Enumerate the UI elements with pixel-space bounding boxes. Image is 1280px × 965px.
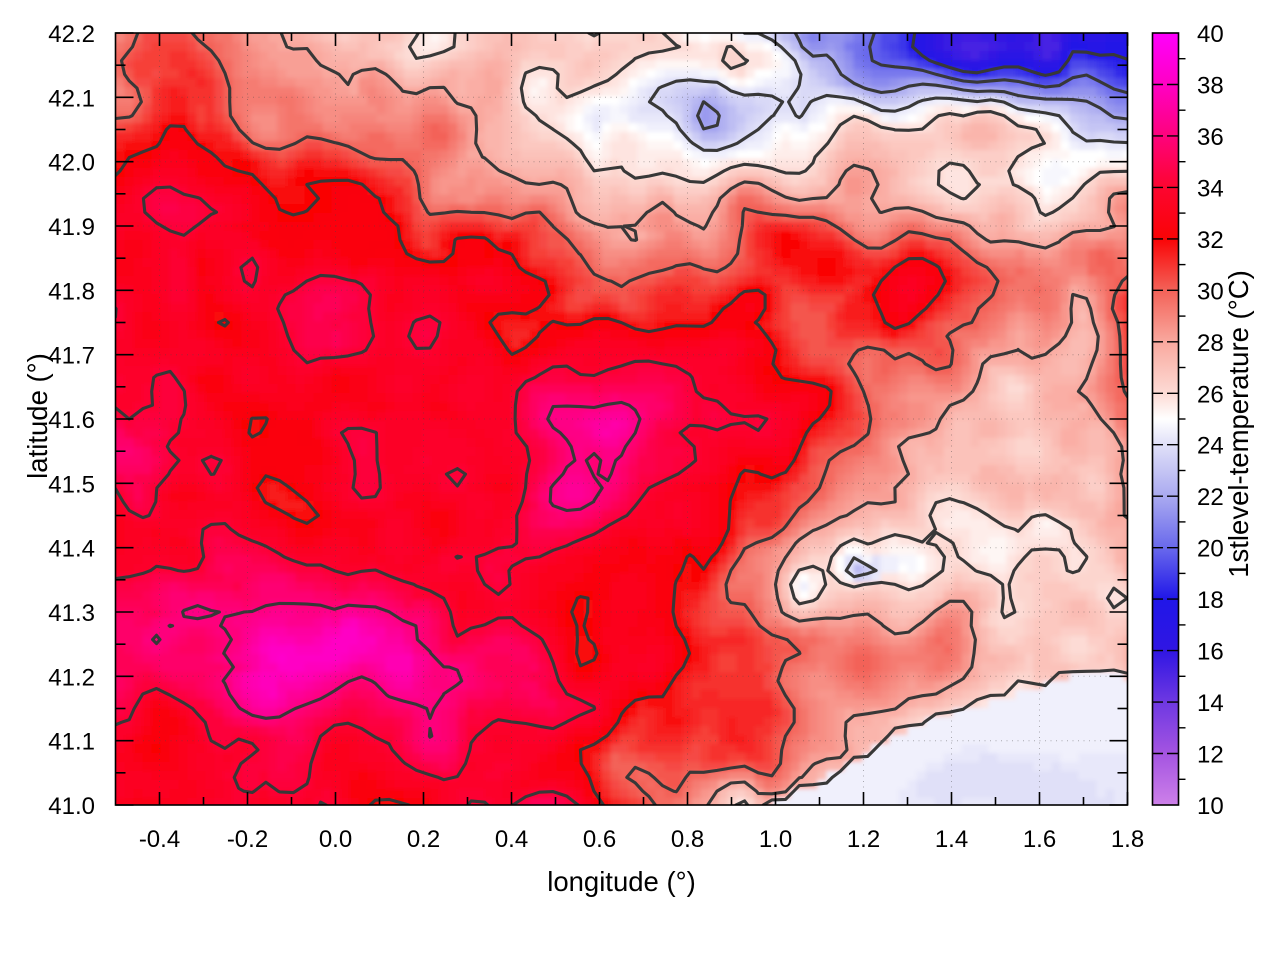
svg-text:0.0: 0.0 [319,826,352,853]
svg-text:41.3: 41.3 [48,600,95,627]
svg-text:12: 12 [1197,742,1224,769]
svg-text:latitude (°): latitude (°) [22,353,53,479]
svg-text:28: 28 [1197,330,1224,357]
svg-text:41.6: 41.6 [48,407,95,434]
svg-text:1.8: 1.8 [1111,826,1144,853]
svg-text:34: 34 [1197,175,1224,202]
svg-text:1.2: 1.2 [847,826,880,853]
svg-text:24: 24 [1197,433,1224,460]
svg-text:41.7: 41.7 [48,343,95,370]
svg-text:-0.2: -0.2 [227,826,268,853]
svg-text:10: 10 [1197,793,1224,820]
svg-text:38: 38 [1197,73,1224,100]
svg-text:1stlevel-temperature (°C): 1stlevel-temperature (°C) [1223,270,1254,577]
svg-text:0.8: 0.8 [671,826,704,853]
svg-text:41.5: 41.5 [48,471,95,498]
svg-text:0.6: 0.6 [583,826,616,853]
svg-text:41.0: 41.0 [48,793,95,820]
svg-text:32: 32 [1197,227,1224,254]
svg-text:30: 30 [1197,278,1224,305]
svg-text:longitude (°): longitude (°) [547,866,696,897]
svg-text:41.9: 41.9 [48,214,95,241]
svg-text:0.4: 0.4 [495,826,528,853]
svg-text:42.1: 42.1 [48,85,95,112]
svg-text:42.0: 42.0 [48,150,95,177]
svg-text:18: 18 [1197,587,1224,614]
svg-text:41.8: 41.8 [48,278,95,305]
svg-text:41.1: 41.1 [48,729,95,756]
svg-text:16: 16 [1197,639,1224,666]
svg-text:40: 40 [1197,21,1224,48]
svg-text:1.0: 1.0 [759,826,792,853]
svg-text:22: 22 [1197,484,1224,511]
svg-text:14: 14 [1197,690,1224,717]
svg-text:26: 26 [1197,381,1224,408]
svg-text:41.2: 41.2 [48,664,95,691]
svg-text:42.2: 42.2 [48,21,95,48]
svg-text:0.2: 0.2 [407,826,440,853]
svg-text:20: 20 [1197,536,1224,563]
svg-text:1.4: 1.4 [935,826,968,853]
svg-text:1.6: 1.6 [1023,826,1056,853]
svg-text:41.4: 41.4 [48,536,95,563]
svg-text:-0.4: -0.4 [139,826,180,853]
svg-text:36: 36 [1197,124,1224,151]
